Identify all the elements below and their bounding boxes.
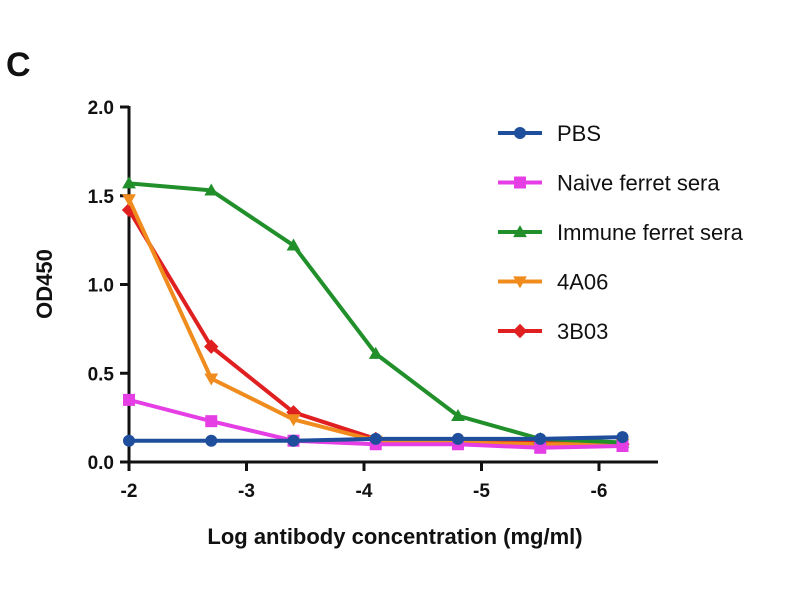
data-point-pbs <box>287 434 300 447</box>
x-tick-label: -2 <box>121 481 138 502</box>
legend-item-pbs: PBS <box>498 121 601 146</box>
data-point-4a06 <box>286 414 301 427</box>
data-point-pbs <box>123 434 135 447</box>
panel-letter: C <box>6 46 31 84</box>
data-point-immune-ferret-sera <box>286 238 301 251</box>
legend-marker-naive-ferret-sera <box>514 176 526 189</box>
y-tick-label: 0.0 <box>88 453 114 474</box>
data-point-pbs <box>534 432 547 445</box>
data-point-immune-ferret-sera <box>204 183 219 196</box>
data-point-4a06 <box>204 373 219 386</box>
legend-label: Naive ferret sera <box>557 171 720 196</box>
x-tick-label: -6 <box>591 481 608 502</box>
legend-marker-pbs <box>514 127 526 139</box>
series-pbs <box>123 431 629 447</box>
series-3b03 <box>121 202 630 452</box>
legend-marker-3b03 <box>512 323 528 339</box>
data-point-naive-ferret-sera <box>616 440 629 453</box>
axis-ticks: 0.0 0.5 1.0 1.5 2.0 -2 -3 -4 -5 -6 <box>88 98 608 502</box>
legend-item-naive-ferret-sera: Naive ferret sera <box>498 171 720 196</box>
y-tick-label: 1.5 <box>88 187 115 208</box>
legend-marker-immune-ferret-sera <box>513 225 527 238</box>
legend-label: 3B03 <box>557 319 608 344</box>
series-line-4a06 <box>127 198 623 447</box>
data-point-pbs <box>205 434 218 447</box>
data-point-3b03 <box>204 339 219 354</box>
series-immune-ferret-sera <box>122 176 630 448</box>
legend: PBS Naive ferret sera Immune ferret sera 4A… <box>498 121 744 344</box>
data-point-immune-ferret-sera <box>122 176 136 189</box>
legend-label: PBS <box>557 121 601 146</box>
data-point-pbs <box>452 432 464 445</box>
legend-item-immune-ferret-sera: Immune ferret sera <box>498 220 744 245</box>
legend-item-3b03: 3B03 <box>498 319 608 344</box>
plot-area: 0.0 0.5 1.0 1.5 2.0 -2 -3 -4 -5 -6 <box>88 98 658 502</box>
y-tick-label: 1.0 <box>88 276 114 297</box>
legend-marker-4a06 <box>513 276 527 289</box>
series-line-3b03 <box>127 208 623 447</box>
legend-item-4a06: 4A06 <box>498 270 608 295</box>
data-point-pbs <box>369 432 382 445</box>
x-axis-title: Log antibody concentration (mg/ml) <box>207 524 582 549</box>
y-axis-title: OD450 <box>32 249 57 319</box>
x-tick-label: -5 <box>473 481 490 502</box>
data-point-immune-ferret-sera <box>451 408 465 421</box>
legend-label: Immune ferret sera <box>557 220 744 245</box>
y-tick-label: 2.0 <box>88 98 114 119</box>
data-point-immune-ferret-sera <box>368 346 383 359</box>
series-group <box>121 176 630 454</box>
y-tick-label: 0.5 <box>88 364 115 385</box>
data-point-4a06 <box>122 194 136 207</box>
data-point-pbs <box>616 431 629 444</box>
data-point-naive-ferret-sera <box>205 415 218 428</box>
data-point-naive-ferret-sera <box>123 393 135 406</box>
data-point-naive-ferret-sera <box>534 441 547 454</box>
legend-label: 4A06 <box>557 270 608 295</box>
x-tick-label: -3 <box>238 481 255 502</box>
series-line-immune-ferret-sera <box>128 181 623 445</box>
x-tick-label: -4 <box>356 481 373 502</box>
